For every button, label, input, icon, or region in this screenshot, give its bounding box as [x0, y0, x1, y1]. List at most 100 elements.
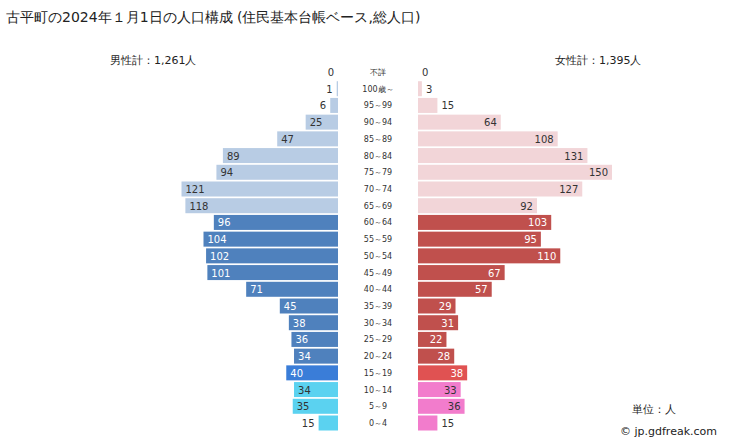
- data-label: 38: [293, 318, 306, 329]
- data-label: 29: [439, 301, 452, 312]
- bar: [418, 265, 505, 280]
- category-label: 90～94: [364, 118, 392, 127]
- bar: [289, 315, 338, 330]
- annotation: 単位：人: [632, 403, 676, 416]
- bar: [418, 115, 501, 130]
- bar: [418, 248, 560, 263]
- category-label: 70～74: [364, 185, 392, 194]
- bar: [418, 98, 437, 113]
- data-label: 131: [564, 151, 583, 162]
- title: 古平町の2024年１月1日の人口構成 (住民基本台帳ベース,総人口): [6, 9, 420, 25]
- data-label: 38: [450, 368, 463, 379]
- bar: [418, 349, 454, 364]
- data-label: 104: [207, 234, 226, 245]
- bar: [223, 148, 338, 163]
- data-label: 36: [295, 334, 308, 345]
- data-label: 101: [211, 268, 230, 279]
- bar: [280, 299, 338, 314]
- bar: [246, 282, 338, 297]
- bar: [418, 365, 467, 380]
- data-label: 89: [227, 151, 240, 162]
- category-label: 10～14: [364, 386, 392, 395]
- bar: [337, 81, 338, 96]
- bar: [418, 416, 437, 431]
- bar: [291, 332, 338, 347]
- data-label: 102: [210, 251, 229, 262]
- category-label: 45～49: [364, 269, 392, 278]
- category-label: 75～79: [364, 168, 392, 177]
- data-label: 3: [426, 84, 432, 95]
- bar: [286, 365, 338, 380]
- data-label: 36: [448, 401, 461, 412]
- data-label: 6: [320, 100, 326, 111]
- data-label: 35: [297, 401, 310, 412]
- data-label: 57: [475, 284, 488, 295]
- data-label: 31: [441, 318, 454, 329]
- data-label: 15: [302, 418, 315, 429]
- data-label: 0: [328, 67, 334, 78]
- bar: [319, 416, 338, 431]
- category-label: 25～29: [364, 335, 392, 344]
- data-label: 34: [298, 351, 311, 362]
- bar: [294, 382, 338, 397]
- bar: [418, 282, 492, 297]
- data-label: 127: [559, 184, 578, 195]
- data-label: 40: [290, 368, 303, 379]
- bar: [418, 131, 558, 146]
- bar: [330, 98, 338, 113]
- data-label: 15: [441, 418, 454, 429]
- bar: [418, 399, 465, 414]
- data-label: 96: [218, 217, 231, 228]
- data-label: 22: [430, 334, 443, 345]
- data-label: 47: [281, 134, 294, 145]
- data-label: 108: [535, 134, 554, 145]
- bar: [418, 198, 537, 213]
- category-label: 20～24: [364, 352, 392, 361]
- bar: [294, 349, 338, 364]
- bar: [182, 182, 338, 197]
- data-label: 121: [186, 184, 205, 195]
- data-label: 71: [250, 284, 263, 295]
- category-label: 85～89: [364, 135, 392, 144]
- data-label: 33: [444, 385, 457, 396]
- bar: [418, 215, 551, 230]
- data-label: 25: [310, 117, 323, 128]
- bar: [418, 182, 582, 197]
- bar: [418, 165, 612, 180]
- annotation: 男性計：1,261人: [110, 54, 197, 67]
- bar: [338, 65, 339, 80]
- bar: [418, 332, 446, 347]
- bar: [185, 198, 338, 213]
- category-label: 5～9: [369, 402, 387, 411]
- data-label: 0: [422, 67, 428, 78]
- bar: [216, 165, 338, 180]
- bar: [418, 232, 541, 247]
- data-label: 1: [326, 84, 332, 95]
- data-label: 45: [284, 301, 297, 312]
- bar: [277, 131, 338, 146]
- bar: [214, 215, 338, 230]
- bar: [203, 232, 338, 247]
- bar: [306, 115, 338, 130]
- category-label: 35～39: [364, 302, 392, 311]
- bar: [206, 248, 338, 263]
- bar: [418, 65, 419, 80]
- bar: [293, 399, 338, 414]
- category-label: 80～84: [364, 152, 392, 161]
- category-label: 50～54: [364, 252, 392, 261]
- bar: [207, 265, 338, 280]
- data-label: 150: [589, 167, 608, 178]
- data-label: 118: [189, 201, 208, 212]
- data-label: 15: [441, 100, 454, 111]
- bar: [418, 81, 422, 96]
- category-label: 不詳: [370, 68, 386, 77]
- category-label: 55～59: [364, 235, 392, 244]
- category-label: 95～99: [364, 101, 392, 110]
- category-label: 15～19: [364, 369, 392, 378]
- data-label: 110: [537, 251, 556, 262]
- annotation: © jp.gdfreak.com: [620, 425, 717, 438]
- data-label: 94: [220, 167, 233, 178]
- data-label: 103: [528, 217, 547, 228]
- data-label: 92: [520, 201, 533, 212]
- category-label: 30～34: [364, 319, 392, 328]
